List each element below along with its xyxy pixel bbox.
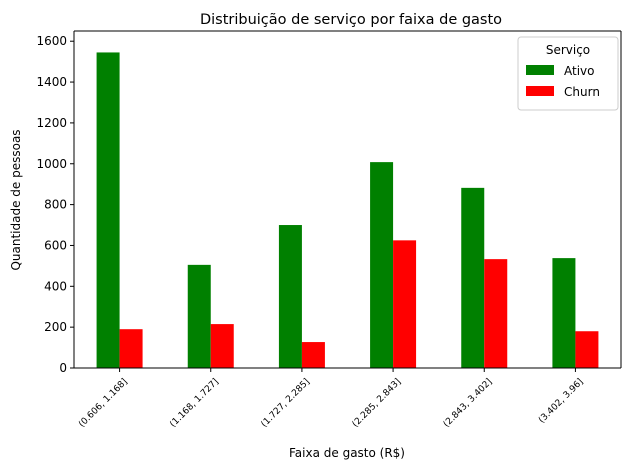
y-tick-label: 400 xyxy=(44,279,67,293)
x-tick-label: (2.843, 3.402] xyxy=(442,377,495,430)
y-tick-label: 800 xyxy=(44,198,67,212)
bar-churn-0 xyxy=(119,329,143,368)
bar-churn-2 xyxy=(301,342,325,368)
x-axis-label: Faixa de gasto (R$) xyxy=(289,446,405,460)
x-tick-label: (0.606, 1.168] xyxy=(77,377,130,430)
y-tick-label: 1200 xyxy=(36,116,67,130)
y-axis: 0 200 400 600 800 1000 1200 1400 1600 xyxy=(36,31,75,375)
bar-ativo-3 xyxy=(370,162,394,368)
bar-ativo-1 xyxy=(187,264,211,368)
legend-label-ativo: Ativo xyxy=(564,64,594,78)
bar-churn-3 xyxy=(393,240,417,368)
x-tick-label: (3.402, 3.96] xyxy=(537,377,585,425)
x-tick-label: (1.727, 2.285] xyxy=(260,377,313,430)
y-axis-label: Quantidade de pessoas xyxy=(9,129,23,270)
x-tick-label: (1.168, 1.727] xyxy=(168,377,221,430)
legend-swatch-ativo xyxy=(526,65,554,75)
legend-title: Serviço xyxy=(546,43,590,57)
y-tick-label: 0 xyxy=(59,361,67,375)
y-tick-label: 600 xyxy=(44,238,67,252)
plot-area xyxy=(74,30,622,368)
bar-churn-4 xyxy=(484,259,508,368)
y-tick-label: 1600 xyxy=(36,34,67,48)
bar-ativo-2 xyxy=(278,225,302,368)
chart-title: Distribuição de serviço por faixa de gas… xyxy=(200,12,502,28)
legend: Serviço Ativo Churn xyxy=(517,36,619,111)
bar-ativo-4 xyxy=(461,187,485,368)
bar-churn-1 xyxy=(210,324,234,368)
y-tick-label: 200 xyxy=(44,320,67,334)
legend-swatch-churn xyxy=(526,86,554,96)
bar-ativo-5 xyxy=(552,258,576,368)
y-tick-label: 1400 xyxy=(36,75,67,89)
y-tick-label: 1000 xyxy=(36,157,67,171)
bar-churn-5 xyxy=(575,331,599,368)
x-axis: (0.606, 1.168] (1.168, 1.727] (1.727, 2.28… xyxy=(74,367,621,430)
legend-label-churn: Churn xyxy=(564,85,600,99)
x-tick-label: (2.285, 2.843] xyxy=(351,377,404,430)
bar-ativo-0 xyxy=(96,52,120,368)
